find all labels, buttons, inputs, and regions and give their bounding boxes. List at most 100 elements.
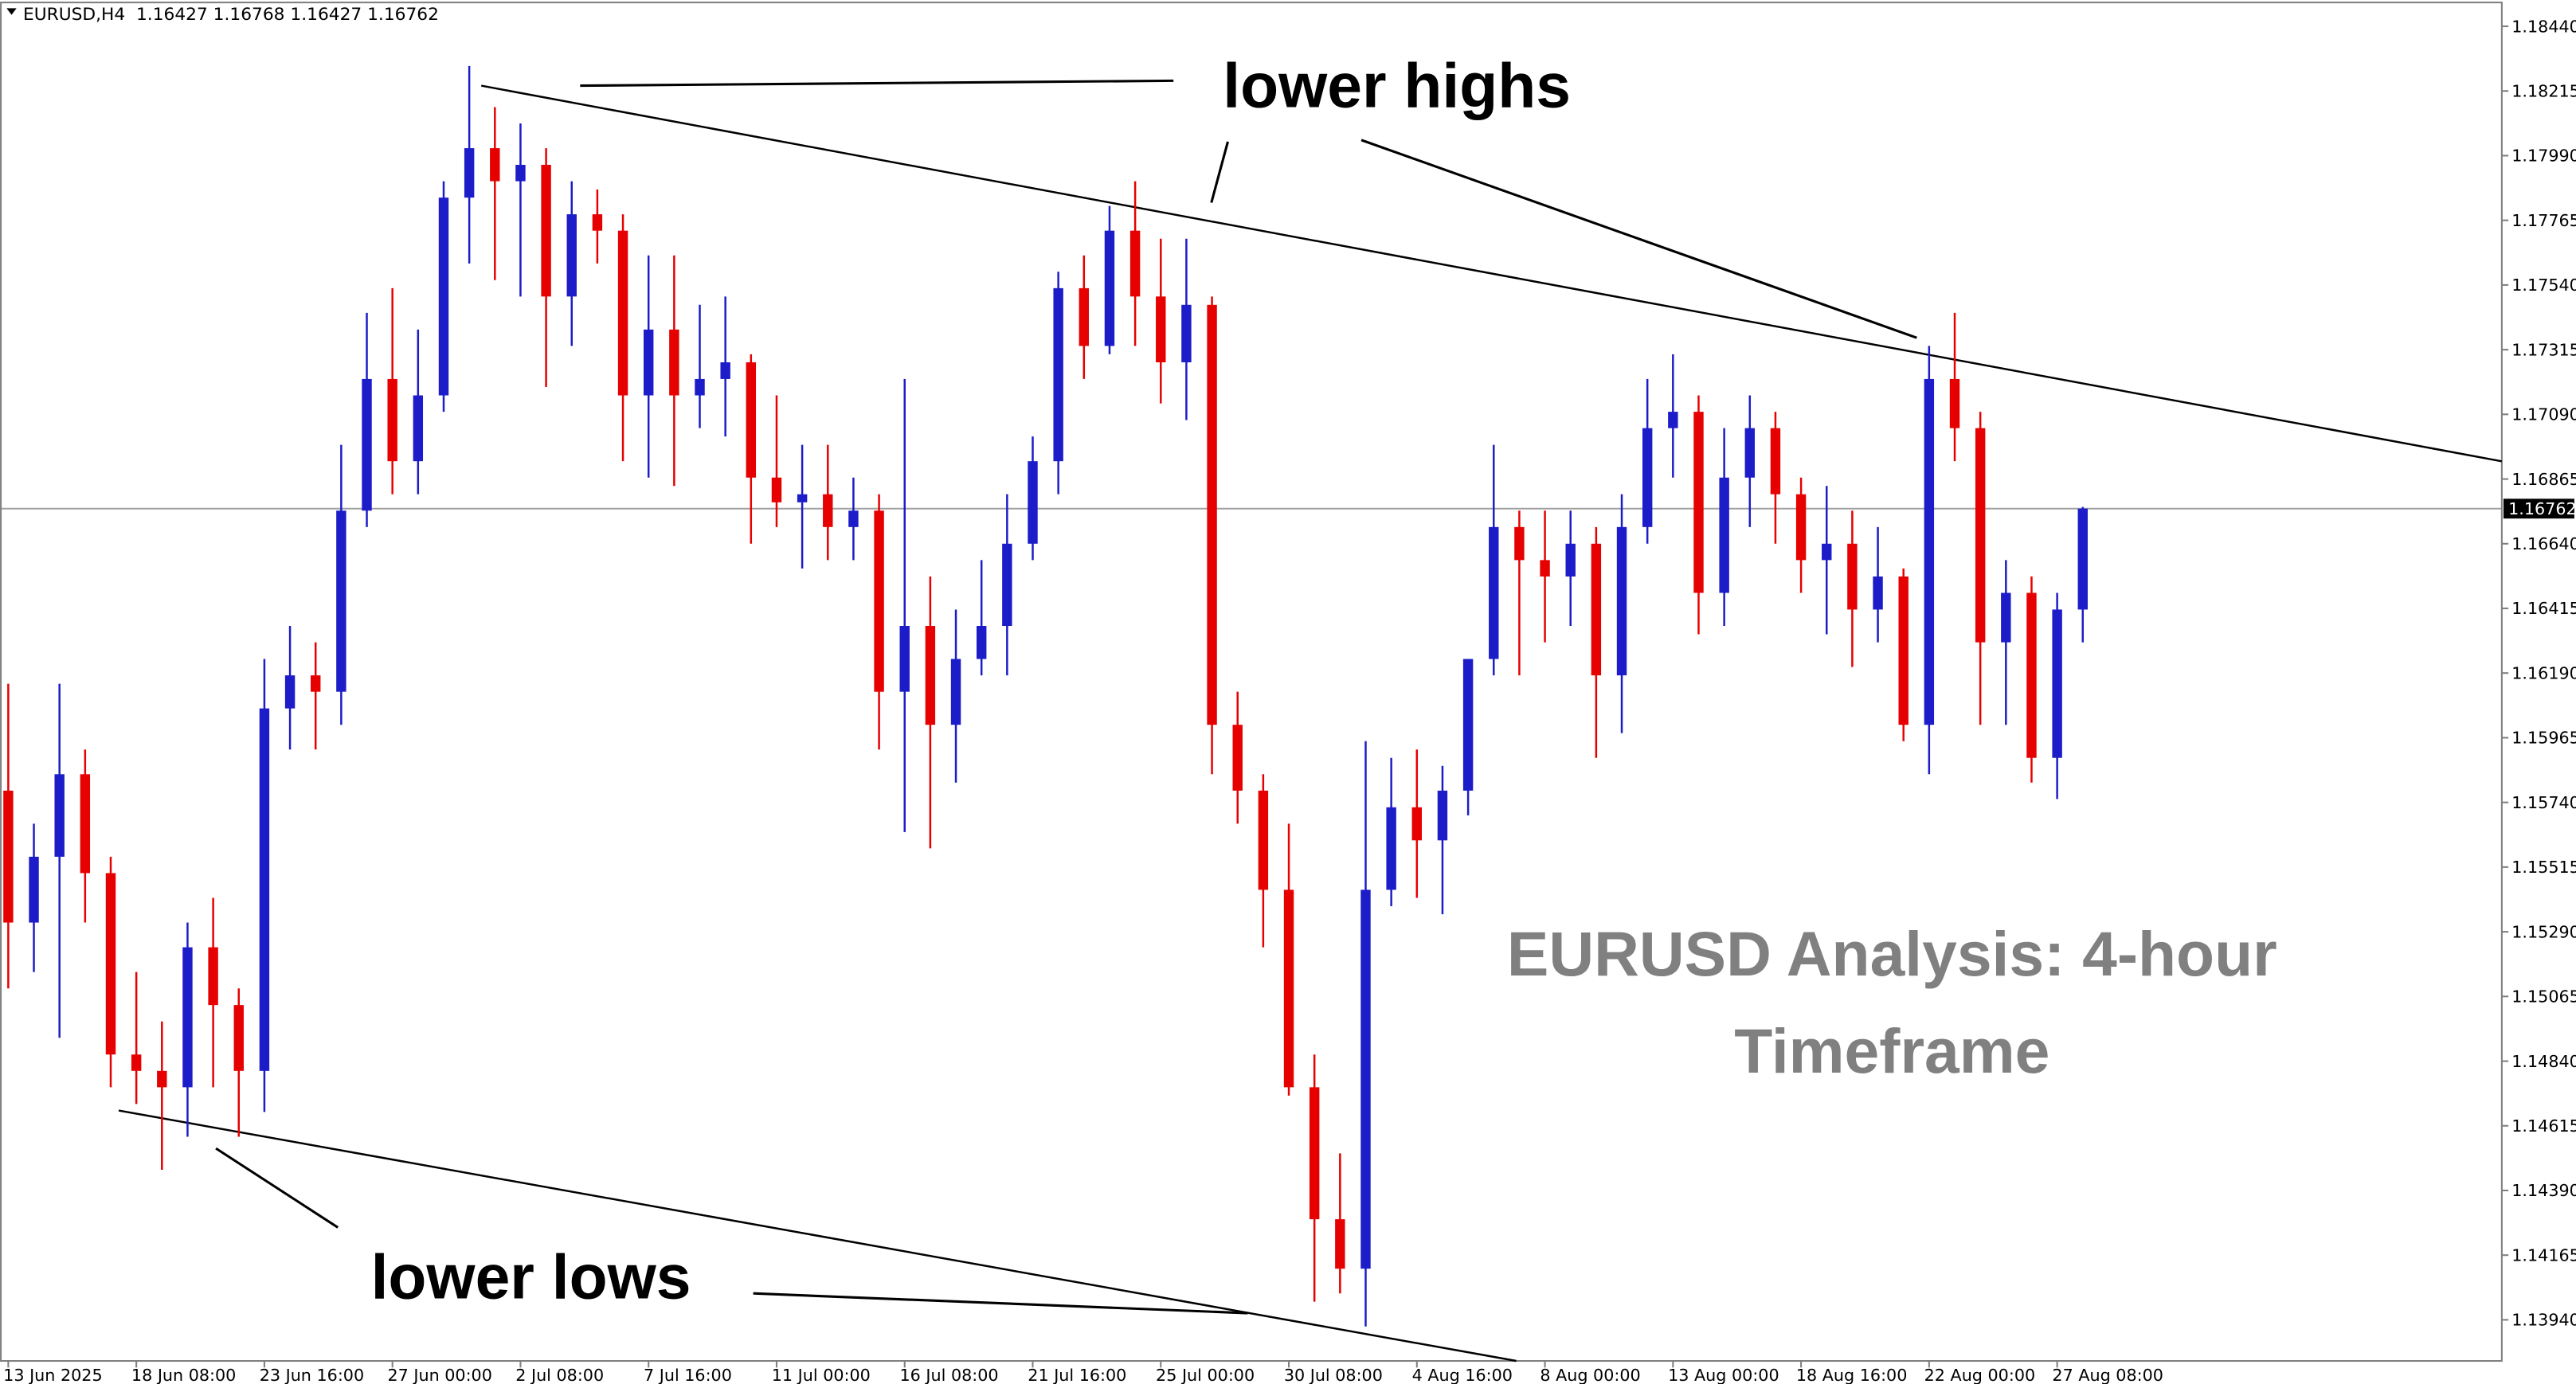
candle-body [848,510,859,527]
candle-body [1642,428,1653,527]
candle-body [2026,592,2037,758]
candle-body [105,873,116,1055]
candle-body [208,947,218,1006]
candle-body [1489,526,1499,659]
y-tick-label: 1.16415 [2511,599,2576,618]
candle-body [182,947,193,1088]
annotation: EURUSD Analysis: 4-hour [1507,919,2277,989]
x-tick-label: 27 Jun 00:00 [387,1366,491,1384]
y-tick-label: 1.17765 [2511,211,2576,230]
candle-body [617,230,628,396]
candle-body [899,626,910,692]
candle-body [1616,526,1627,676]
y-tick-label: 1.16190 [2511,663,2576,682]
candle-body [1514,526,1525,561]
candle-body [1129,230,1141,297]
candle-body [1258,790,1269,890]
candle-body [438,197,449,396]
candle-body [1795,494,1807,561]
pointer-line [1360,139,1917,339]
candle-body [1232,725,1243,791]
candle-body [1744,428,1755,478]
candle-body [1309,1087,1320,1220]
y-tick-label: 1.16640 [2511,534,2576,553]
candle-body [54,774,65,857]
annotation: lower highs [1223,50,1571,120]
candle-body [925,626,936,725]
candle-body [1924,378,1935,725]
candle-body [1053,287,1063,462]
candle-body [233,1005,244,1071]
candle-body [1719,477,1729,593]
candle-body [1770,428,1781,495]
candle-body [284,675,296,709]
y-tick-label: 1.18215 [2511,81,2576,100]
x-tick-label: 13 Aug 00:00 [1668,1366,1779,1384]
annotation: lower lows [371,1241,691,1312]
x-tick-label: 16 Jul 08:00 [900,1366,999,1384]
candle-body [29,856,39,923]
candle-body [695,378,705,396]
x-tick-label: 23 Jun 16:00 [260,1366,364,1384]
lower-trendline [118,1109,1517,1362]
candle-body [1437,790,1448,841]
y-tick-label: 1.13940 [2511,1311,2576,1330]
x-tick-label: 27 Aug 08:00 [2052,1366,2163,1384]
candle-body [1104,230,1115,346]
pointer-line [1210,141,1229,203]
candle-body [413,395,424,462]
y-tick-label: 1.14165 [2511,1245,2576,1265]
candle-body [311,675,321,692]
candle-body [1822,543,1832,561]
candle-body [644,329,654,396]
candle-body [1565,543,1576,577]
current-price-label: 1.16762 [2508,499,2576,518]
candle-body [515,165,526,182]
x-tick-label: 8 Aug 00:00 [1540,1366,1640,1384]
y-tick-label: 1.15290 [2511,922,2576,941]
candle-body [1949,378,1960,428]
candle-body [362,378,372,511]
y-tick-label: 1.17090 [2511,405,2576,424]
candle-body [1873,576,1883,610]
y-tick-label: 1.15065 [2511,987,2576,1007]
candle-body [950,659,961,725]
candle-body [1360,889,1371,1269]
candle-body [387,378,397,462]
upper-trendline [480,84,2503,463]
candle-body [797,494,808,502]
candle-body [259,708,270,1071]
y-tick-label: 1.15515 [2511,858,2576,877]
candle-body [336,510,346,692]
candle-body [541,165,551,297]
x-tick-label: 2 Jul 08:00 [515,1366,604,1384]
candle-body [1335,1219,1345,1269]
pointer-line [215,1147,339,1229]
pointer-line [753,1292,1248,1315]
menu-triangle[interactable] [6,8,17,15]
y-tick-label: 1.17540 [2511,276,2576,295]
candle-body [1462,659,1474,791]
x-tick-label: 30 Jul 08:00 [1284,1366,1383,1384]
candle-body [1591,543,1602,676]
candle-body [720,362,730,379]
annotation: Timeframe [1734,1016,2049,1086]
candle-body [771,477,782,502]
x-tick-label: 4 Aug 16:00 [1412,1366,1513,1384]
candle-body [1975,428,1986,643]
candle-body [1207,304,1217,725]
candle-body [1156,296,1166,362]
y-tick-label: 1.14840 [2511,1052,2576,1071]
candle-body [1386,807,1396,890]
candle-body [669,329,679,396]
candle-body [3,790,14,923]
candle-body [1181,304,1192,362]
y-tick-label: 1.15965 [2511,729,2576,748]
candle-body [1668,412,1678,428]
candle-body [157,1070,167,1088]
y-tick-label: 1.14615 [2511,1116,2576,1136]
candle-body [746,362,757,478]
candle-body [823,494,833,527]
